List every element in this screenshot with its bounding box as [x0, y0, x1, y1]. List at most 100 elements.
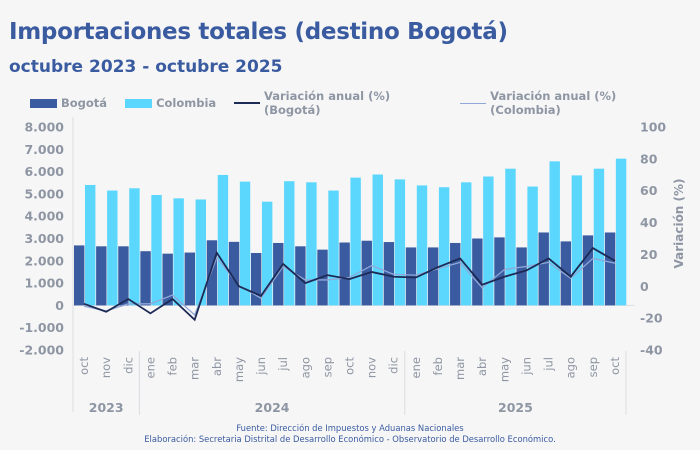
x-tick-label: oct: [343, 357, 357, 375]
year-label: 2025: [498, 400, 533, 415]
bar-colombia: [505, 168, 516, 306]
year-label: 2024: [255, 400, 290, 415]
bar-colombia: [527, 186, 538, 306]
legend-item-bogota: Bogotá: [30, 96, 107, 110]
x-tick-label: abr: [475, 357, 489, 376]
bar-colombia: [195, 199, 206, 306]
y-right-tick-label: 80: [640, 151, 658, 166]
credit-note: Elaboración: Secretaria Distrital de Des…: [144, 434, 556, 444]
x-tick-label: abr: [210, 357, 224, 376]
y-left-tick-label: 4.000: [24, 209, 64, 224]
source-note: Fuente: Dirección de Impuestos y Aduanas…: [236, 423, 464, 433]
bar-bogota: [604, 232, 616, 306]
x-tick-label: mar: [188, 357, 202, 380]
x-tick-label: ene: [409, 357, 423, 378]
bar-bogota: [427, 247, 439, 306]
bar-colombia: [549, 161, 560, 306]
bar-colombia: [284, 181, 295, 306]
bar-bogota: [228, 241, 240, 306]
x-tick-label: jun: [519, 357, 533, 376]
bar-bogota: [494, 237, 505, 306]
bar-bogota: [295, 246, 306, 306]
bar-bogota: [206, 240, 218, 306]
bar-colombia: [107, 190, 118, 306]
y-right-tick-label: 0: [640, 279, 649, 294]
x-tick-label: ago: [298, 357, 312, 378]
chart-footer: Fuente: Dirección de Impuestos y Aduanas…: [0, 423, 700, 445]
y-right-tick-label: 60: [640, 183, 658, 198]
bar-bogota: [250, 252, 262, 306]
x-tick-label: ago: [564, 357, 578, 378]
x-tick-label: may: [497, 357, 511, 382]
x-tick-label: dic: [121, 357, 135, 374]
bar-colombia: [306, 182, 317, 306]
legend-item-var-colombia: Variación anual (%) (Colombia): [460, 89, 682, 117]
legend-label-var-colombia: Variación anual (%) (Colombia): [490, 89, 617, 117]
x-tick-label: ene: [143, 357, 157, 378]
y-left-tick-label: 0: [55, 298, 64, 313]
chart-subtitle: octubre 2023 - octubre 2025: [9, 57, 283, 77]
bar-colombia: [84, 184, 96, 306]
x-tick-label: feb: [166, 357, 180, 375]
x-tick-label: may: [232, 357, 246, 382]
legend-swatch-bogota: [30, 98, 57, 108]
bar-bogota: [184, 252, 195, 306]
bar-colombia: [571, 175, 583, 306]
y-right-tick-label: 40: [640, 215, 658, 230]
line-var-bogota: [83, 246, 616, 322]
bar-colombia: [151, 195, 162, 306]
bar-colombia: [438, 187, 450, 306]
bar-colombia: [372, 174, 383, 306]
y-right-tick-label: -20: [640, 311, 663, 326]
bar-bogota: [538, 232, 549, 306]
bar-bogota: [516, 247, 527, 306]
bar-bogota: [582, 235, 594, 306]
y-left-tick-label: -2.000: [19, 343, 64, 358]
bar-colombia: [593, 168, 605, 306]
year-label: 2023: [89, 400, 124, 415]
x-tick-label: sep: [586, 357, 600, 377]
chart-title: Importaciones totales (destino Bogotá): [9, 19, 508, 45]
y-left-tick-label: 8.000: [24, 120, 64, 135]
y-left-tick-label: 2.000: [24, 253, 64, 268]
y-right-axis-title: Variación (%): [672, 178, 686, 268]
legend-label-var-bogota: Variación anual (%) (Bogotá): [263, 89, 391, 117]
x-tick-label: dic: [387, 357, 401, 374]
bar-colombia: [615, 158, 627, 306]
bar-bogota: [405, 247, 417, 306]
x-tick-label: jul: [542, 357, 556, 372]
x-tick-label: nov: [365, 357, 379, 378]
legend-label-bogota: Bogotá: [61, 96, 108, 110]
y-left-tick-label: 5.000: [24, 186, 64, 201]
legend-swatch-colombia: [125, 98, 153, 108]
legend-item-colombia: Colombia: [125, 96, 216, 110]
x-tick-label: nov: [99, 357, 113, 378]
x-tick-label: oct: [77, 357, 91, 375]
legend-item-var-bogota: Variación anual (%) (Bogotá): [234, 89, 442, 117]
bar-colombia: [350, 177, 361, 306]
x-tick-label: jun: [254, 357, 268, 376]
bar-bogota: [162, 253, 173, 306]
legend-line-var-colombia: [460, 102, 487, 104]
y-left-tick-label: 3.000: [24, 231, 64, 246]
bar-bogota: [96, 246, 107, 306]
bar-colombia: [173, 198, 184, 306]
legend-line-var-bogota: [234, 102, 260, 104]
x-tick-label: mar: [453, 357, 467, 380]
bar-bogota: [140, 251, 151, 306]
x-tick-label: oct: [608, 357, 622, 375]
bar-colombia: [461, 182, 472, 306]
bar-bogota: [339, 242, 350, 306]
bar-bogota: [472, 238, 483, 306]
y-right-tick-label: 100: [640, 120, 666, 135]
bar-colombia: [239, 181, 251, 306]
bar-colombia: [261, 201, 273, 306]
bar-colombia: [483, 176, 494, 306]
x-tick-label: jul: [276, 357, 290, 372]
bar-bogota: [74, 245, 85, 306]
legend-label-colombia: Colombia: [156, 96, 217, 110]
bar-colombia: [129, 188, 140, 306]
bar-colombia: [328, 190, 339, 306]
y-left-tick-label: 7.000: [24, 142, 64, 157]
